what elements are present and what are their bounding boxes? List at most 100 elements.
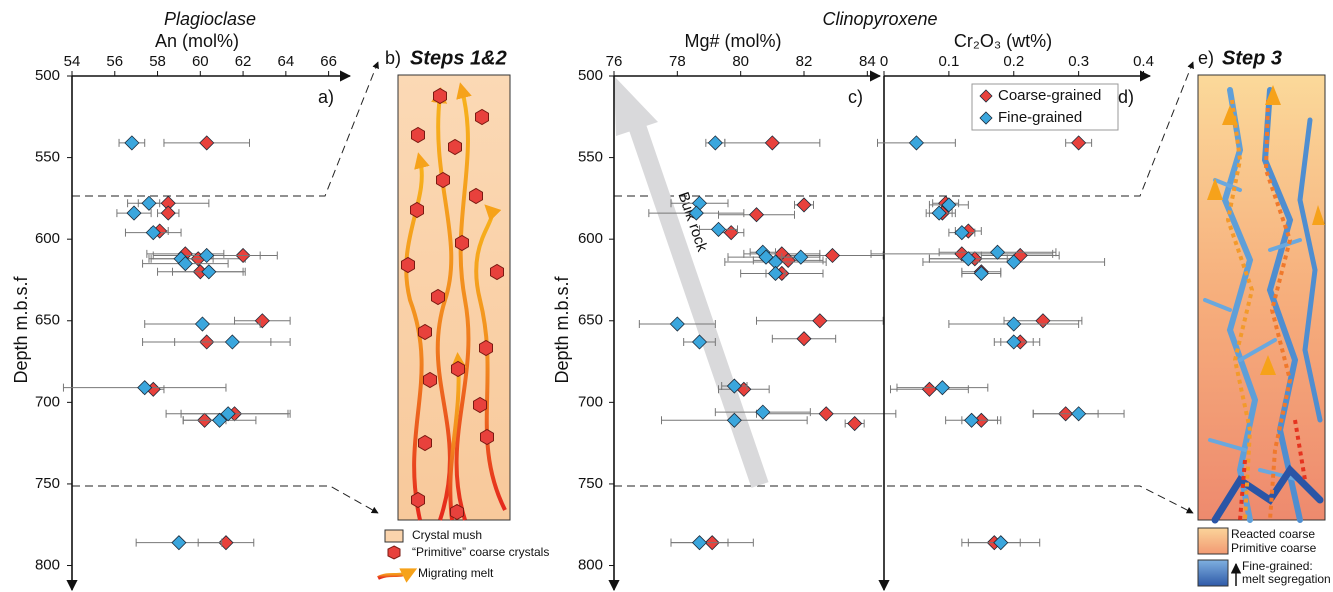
y-tick-label: 800 xyxy=(578,556,603,573)
legend-swatch xyxy=(377,568,418,583)
point xyxy=(211,412,228,428)
panel-b: b) Steps 1&2 Crystal mush “Primitive” co… xyxy=(377,47,549,583)
point xyxy=(726,378,742,394)
coarse-crystal xyxy=(418,323,432,341)
coarse-crystal xyxy=(448,138,462,156)
point xyxy=(1035,313,1051,329)
reacted-mush xyxy=(1197,74,1326,521)
point xyxy=(934,380,950,396)
point xyxy=(921,381,937,397)
x-tick-label: 82 xyxy=(796,53,813,70)
coarse-crystal xyxy=(401,256,415,274)
y-tick-label: 500 xyxy=(35,67,60,84)
x-tick-label: 62 xyxy=(235,53,252,70)
point xyxy=(993,535,1009,551)
x-tick-label: 56 xyxy=(106,53,123,70)
x-tick-label: 80 xyxy=(732,53,749,70)
x-tick-label: 76 xyxy=(606,53,623,70)
legend-swatch xyxy=(387,545,401,560)
point xyxy=(691,535,708,551)
y-tick-label: 750 xyxy=(578,475,603,492)
y-tick-label: 600 xyxy=(35,230,60,247)
point xyxy=(954,225,970,241)
x-axis-label: Cr₂O₃ (wt%) xyxy=(954,31,1052,51)
point xyxy=(796,331,812,347)
point xyxy=(141,195,157,211)
point xyxy=(137,380,153,396)
y-tick-label: 600 xyxy=(578,230,603,247)
legend-marker xyxy=(979,111,993,125)
melt-channels xyxy=(1225,99,1307,521)
point xyxy=(1071,406,1087,422)
x-axis-label: An (mol%) xyxy=(155,31,239,51)
point xyxy=(194,316,211,332)
coarse-crystal xyxy=(411,126,425,144)
coarse-crystal xyxy=(475,108,489,126)
point xyxy=(254,313,270,329)
y-tick-label: 500 xyxy=(578,67,603,84)
point xyxy=(171,535,187,551)
point xyxy=(824,247,841,264)
point xyxy=(224,334,240,350)
coarse-crystal xyxy=(433,87,447,105)
point xyxy=(726,412,742,428)
bulk-rock-arrow xyxy=(626,117,769,488)
point xyxy=(964,412,980,428)
point xyxy=(220,406,236,422)
x-tick-label: 54 xyxy=(64,53,81,70)
legend-label: Coarse-grained xyxy=(998,87,1101,104)
point xyxy=(818,406,834,422)
y-tick-label: 750 xyxy=(35,475,60,492)
point xyxy=(941,197,957,213)
y-tick-label: 700 xyxy=(578,393,603,410)
x-tick-label: 0 xyxy=(880,53,888,70)
point xyxy=(931,205,947,221)
point xyxy=(688,205,704,221)
coarse-crystal xyxy=(490,263,504,281)
point xyxy=(177,256,193,272)
point xyxy=(710,221,727,237)
coarse-crystal xyxy=(451,360,465,378)
point xyxy=(755,404,771,420)
chart-title: Clinopyroxene xyxy=(822,9,937,29)
panel-title: Steps 1&2 xyxy=(410,47,507,69)
point xyxy=(847,415,863,432)
point xyxy=(126,205,142,221)
panel-label: b) xyxy=(385,48,401,68)
point xyxy=(973,265,989,282)
point xyxy=(960,251,976,267)
chart-title: Plagioclase xyxy=(164,9,256,29)
point xyxy=(124,135,140,151)
x-tick-label: 58 xyxy=(149,53,166,70)
x-tick-label: 0.2 xyxy=(1003,53,1024,70)
point xyxy=(691,334,708,350)
point xyxy=(748,207,765,223)
coarse-crystal xyxy=(450,503,464,521)
point xyxy=(669,316,685,332)
x-tick-label: 66 xyxy=(320,53,337,70)
legend-swatch xyxy=(1197,559,1229,587)
point xyxy=(1006,316,1022,332)
connectors xyxy=(72,61,1194,514)
coarse-crystal xyxy=(423,371,437,389)
bulk-rock-arrowhead xyxy=(614,76,658,136)
coarse-crystal xyxy=(469,187,483,205)
legend-text: Migrating melt xyxy=(418,566,494,580)
coarse-crystal xyxy=(455,234,469,252)
x-tick-label: 0.3 xyxy=(1068,53,1089,70)
panel-label: d) xyxy=(1118,87,1134,107)
legend-box xyxy=(971,83,1119,131)
x-tick-label: 84 xyxy=(859,53,876,70)
point xyxy=(723,225,739,241)
coarse-crystal xyxy=(480,428,494,446)
legend-text: Primitive coarse xyxy=(1231,541,1317,555)
point xyxy=(812,313,828,329)
point xyxy=(160,205,176,221)
point xyxy=(707,135,723,151)
point xyxy=(989,244,1006,260)
panel-label: e) xyxy=(1198,48,1214,68)
point xyxy=(145,225,161,241)
coarse-crystal xyxy=(410,201,424,219)
point xyxy=(199,247,215,264)
